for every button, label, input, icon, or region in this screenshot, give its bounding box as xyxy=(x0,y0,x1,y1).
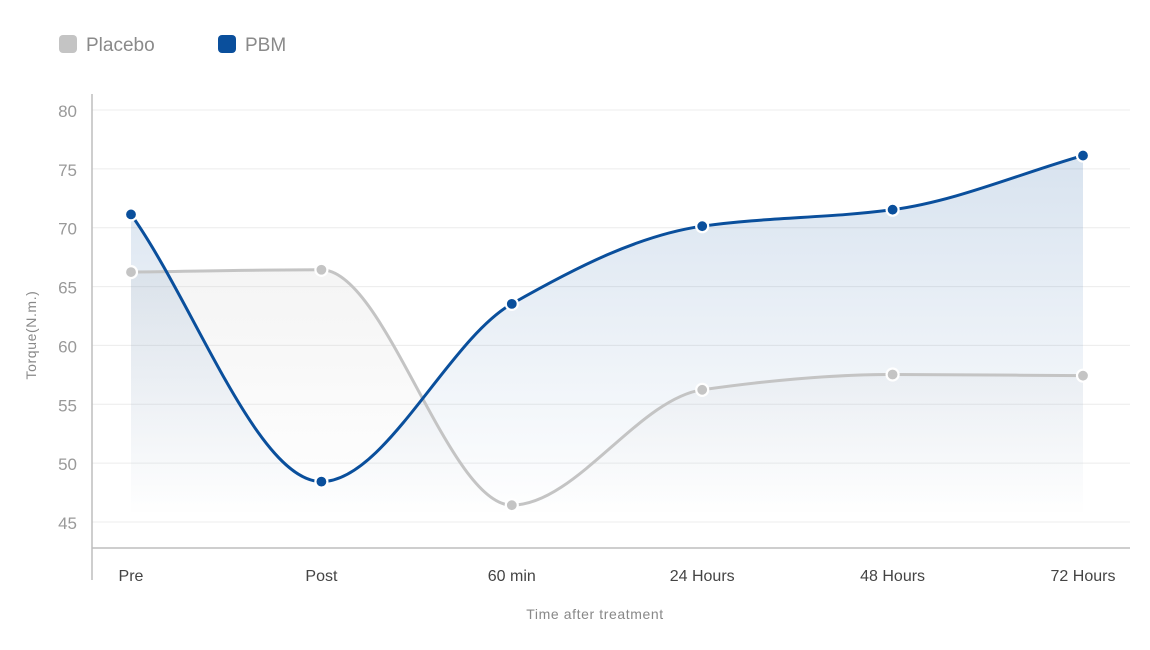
data-point-pbm-1[interactable] xyxy=(314,474,329,489)
y-tick-label: 70 xyxy=(58,220,77,239)
y-tick-label: 45 xyxy=(58,514,77,533)
y-tick-labels: 80 75 70 65 60 55 50 45 xyxy=(58,102,77,533)
data-point-placebo-4[interactable] xyxy=(885,367,900,382)
series-points xyxy=(123,148,1091,513)
legend-item-placebo[interactable]: Placebo xyxy=(59,35,155,56)
series-line-pbm xyxy=(129,154,1085,484)
data-point-pbm-0[interactable] xyxy=(123,207,139,222)
data-point-pbm-2[interactable] xyxy=(504,296,519,311)
legend-swatch-pbm xyxy=(218,35,236,53)
data-point-placebo-3[interactable] xyxy=(695,382,710,397)
data-point-pbm-3[interactable] xyxy=(695,219,710,234)
x-axis-label: Time after treatment xyxy=(526,606,664,622)
y-tick-label: 50 xyxy=(58,455,77,474)
x-tick-label: Pre xyxy=(119,568,144,585)
legend-swatch-placebo xyxy=(59,35,77,53)
data-point-placebo-0[interactable] xyxy=(123,264,139,280)
x-tick-label: 72 Hours xyxy=(1051,568,1116,585)
y-tick-label: 80 xyxy=(58,102,77,121)
y-tick-label: 65 xyxy=(58,279,77,298)
data-point-placebo-5[interactable] xyxy=(1075,368,1091,383)
legend: Placebo PBM xyxy=(59,35,286,56)
y-tick-label: 60 xyxy=(58,337,77,356)
legend-label-placebo: Placebo xyxy=(86,35,155,56)
y-tick-label: 75 xyxy=(58,161,77,180)
legend-label-pbm: PBM xyxy=(245,35,286,56)
legend-item-pbm[interactable]: PBM xyxy=(218,35,286,56)
x-tick-label: Post xyxy=(305,568,338,585)
x-tick-labels: Pre Post 60 min 24 Hours 48 Hours 72 Hours xyxy=(119,568,1116,585)
x-tick-label: 48 Hours xyxy=(860,568,925,585)
data-point-placebo-2[interactable] xyxy=(504,498,519,513)
axes xyxy=(91,94,1130,580)
data-point-pbm-4[interactable] xyxy=(885,202,900,217)
x-tick-label: 24 Hours xyxy=(670,568,735,585)
data-point-pbm-5[interactable] xyxy=(1075,148,1091,163)
y-tick-label: 55 xyxy=(58,396,77,415)
data-point-placebo-1[interactable] xyxy=(314,262,329,277)
y-axis-label: Torque(N.m.) xyxy=(23,291,39,380)
series-area-pbm xyxy=(131,155,1083,516)
x-tick-label: 60 min xyxy=(488,568,536,585)
series-areas xyxy=(131,155,1083,516)
